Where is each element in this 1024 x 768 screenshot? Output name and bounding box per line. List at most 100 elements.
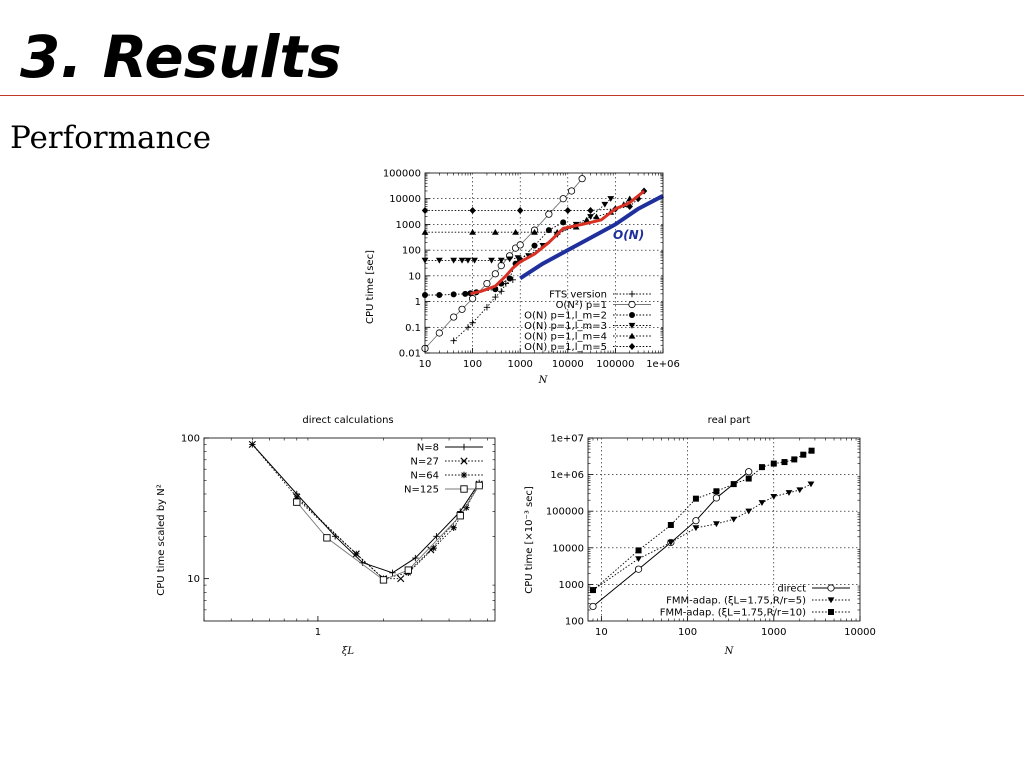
legend-marker [628, 300, 636, 309]
chart-ticks: 10 100 1000 10000 100 1000 10000 100000 1e+06 1e+… [546, 434, 876, 639]
data-point [635, 547, 642, 554]
chart-title: direct calculations [302, 415, 393, 426]
data-point [545, 227, 552, 234]
legend-marker [628, 290, 636, 298]
y-tick-label: 10000 [389, 194, 421, 205]
data-point [379, 576, 388, 584]
data-point [712, 494, 721, 502]
data-point [516, 241, 524, 249]
data-point [713, 488, 720, 495]
x-tick-label: 100000 [596, 359, 634, 370]
data-point [796, 487, 804, 494]
data-point [450, 313, 458, 321]
data-point [601, 201, 609, 208]
data-point [488, 257, 495, 264]
data-point [781, 459, 788, 466]
data-point [469, 228, 476, 235]
legend-marker [628, 322, 636, 329]
y-tick-label: 1e+07 [550, 434, 584, 445]
data-point [560, 219, 567, 226]
series-line-2 [251, 444, 480, 580]
data-point [462, 290, 469, 297]
chart-series [248, 440, 483, 584]
data-point [770, 494, 778, 500]
data-point [578, 175, 586, 183]
x-axis-label: N [724, 646, 735, 657]
chart-series [589, 447, 815, 611]
y-tick-label: 1000 [559, 580, 584, 591]
y-tick-label: 100000 [383, 169, 421, 180]
data-point [512, 228, 519, 235]
data-point [545, 210, 553, 218]
series-line-1 [592, 471, 750, 607]
legend-marker [827, 584, 835, 592]
chart-frame [424, 172, 664, 354]
slide-subtitle: Performance [10, 120, 212, 156]
y-tick-label: 0.01 [399, 349, 421, 360]
data-point [471, 257, 478, 264]
legend-label: FTS version [549, 290, 607, 301]
data-point [567, 187, 576, 195]
x-tick-label: 100 [463, 359, 482, 370]
data-point [469, 319, 476, 326]
legend-label: O(N) p=1,l_m=3 [524, 321, 607, 332]
legend-label: O(N²) p=1 [556, 300, 607, 311]
chart-direct-calculations: 1 10 100 N=8 N=27 N=64 N=125 direct calculati… [156, 415, 496, 657]
chart-title: real part [708, 415, 751, 426]
data-point [808, 447, 815, 454]
x-tick-label: 1000 [507, 359, 532, 370]
data-point [412, 554, 419, 562]
data-point [785, 490, 793, 496]
x-tick-label: 10 [419, 359, 432, 370]
y-tick-label: 10000 [552, 543, 584, 554]
data-point [430, 544, 437, 552]
data-point [323, 534, 331, 542]
data-point [464, 257, 472, 264]
data-point [458, 257, 466, 264]
data-point [589, 602, 597, 611]
y-tick-label: 0.1 [405, 323, 421, 334]
data-point [692, 495, 699, 502]
title-divider [0, 95, 1024, 96]
data-point [450, 291, 457, 298]
data-point [692, 517, 700, 525]
data-point [450, 257, 458, 264]
data-point [587, 206, 594, 214]
data-point [745, 508, 753, 515]
chart-cpu-time-vs-n: 10 100 1000 10000 100000 1e+06 0.01 0.1 1 10 100 10… [365, 169, 680, 387]
legend-marker [629, 312, 635, 318]
plot-frame-rect [203, 437, 496, 622]
chart-frame [587, 437, 861, 622]
data-point [531, 228, 538, 235]
plot-frame-rect [424, 172, 664, 354]
data-point [433, 533, 440, 540]
series-line-1 [453, 279, 514, 342]
data-point [626, 202, 633, 210]
data-point [564, 206, 571, 214]
data-point [514, 255, 522, 262]
data-point [492, 293, 499, 301]
data-point [435, 257, 443, 264]
data-point [498, 288, 505, 295]
data-point [713, 521, 720, 528]
data-point [353, 550, 360, 558]
data-point [667, 521, 674, 528]
data-point [587, 214, 594, 220]
data-point [450, 524, 457, 531]
legend-label: O(N) p=1,l_m=5 [524, 342, 607, 353]
data-point [475, 481, 483, 490]
y-tick-label: 100000 [546, 507, 584, 518]
chart-ticks: 1 10 100 [181, 434, 495, 638]
legend-label: N=125 [404, 485, 439, 496]
data-point [667, 539, 675, 546]
data-point [745, 468, 753, 476]
plot-frame-rect [587, 437, 861, 622]
legend-marker [628, 343, 636, 350]
legend-label: O(N) p=1,l_m=2 [524, 311, 607, 322]
chart-grid [588, 438, 860, 621]
x-tick-label: 10000 [552, 359, 584, 370]
data-point [458, 305, 466, 313]
data-point [692, 525, 700, 532]
series-line-3 [592, 450, 812, 591]
